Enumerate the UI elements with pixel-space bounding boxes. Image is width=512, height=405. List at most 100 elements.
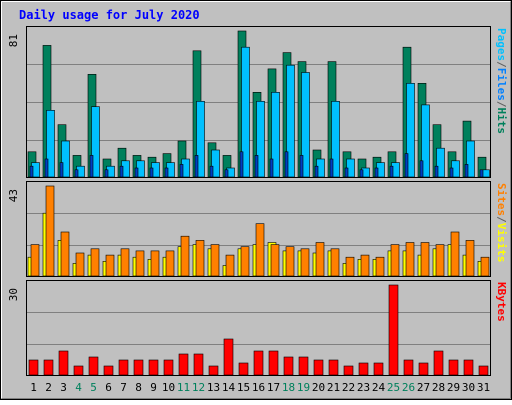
bar-kbytes-day-10 <box>163 359 174 376</box>
bar-kbytes-day-29 <box>448 359 459 376</box>
bar-kbytes-day-26 <box>403 359 414 376</box>
legend-entry: Sites <box>495 183 508 216</box>
x-tick-label-day-19: 19 <box>297 381 310 394</box>
bar-pages-day-20 <box>314 165 319 178</box>
bar-sites-day-28 <box>435 244 445 277</box>
bar-kbytes-day-2 <box>43 359 54 376</box>
panel-top-legend: Pages/Files/Hits <box>495 28 508 134</box>
bar-sites-day-1 <box>30 244 40 277</box>
bar-sites-day-26 <box>405 242 415 277</box>
bar-sites-day-10 <box>165 250 175 277</box>
bar-pages-day-24 <box>374 167 379 178</box>
bar-kbytes-day-24 <box>373 362 384 376</box>
bar-kbytes-day-17 <box>268 350 279 376</box>
legend-entry: / <box>495 216 508 223</box>
bar-kbytes-day-1 <box>28 359 39 376</box>
x-tick-label-day-6: 6 <box>105 381 112 394</box>
bar-pages-day-6 <box>104 169 109 178</box>
bar-sites-day-3 <box>60 231 70 277</box>
x-tick-label-day-13: 13 <box>207 381 220 394</box>
bar-sites-day-23 <box>360 254 370 277</box>
bar-pages-day-2 <box>44 158 49 178</box>
bar-kbytes-day-28 <box>433 350 444 376</box>
bar-pages-day-19 <box>299 155 304 178</box>
bar-pages-day-29 <box>449 167 454 178</box>
chart-title: Daily usage for July 2020 <box>19 8 200 22</box>
bar-sites-day-15 <box>240 246 250 277</box>
bar-pages-day-10 <box>164 167 169 178</box>
bar-kbytes-day-27 <box>418 362 429 376</box>
x-tick-label-day-30: 30 <box>462 381 475 394</box>
bar-kbytes-day-25 <box>388 284 399 376</box>
x-tick-label-day-26: 26 <box>402 381 415 394</box>
bar-sites-day-25 <box>390 244 400 277</box>
x-tick-label-day-31: 31 <box>477 381 490 394</box>
panel-bottom-box <box>26 280 491 376</box>
bar-sites-day-6 <box>105 254 115 277</box>
bar-files-day-15 <box>241 46 250 178</box>
bar-pages-day-30 <box>464 164 469 178</box>
bar-kbytes-day-12 <box>193 353 204 376</box>
x-tick-label-day-17: 17 <box>267 381 280 394</box>
bar-pages-day-4 <box>74 169 79 178</box>
bar-pages-day-22 <box>344 167 349 178</box>
bar-files-day-5 <box>91 106 100 178</box>
bar-pages-day-12 <box>194 155 199 178</box>
bar-files-day-30 <box>466 140 475 178</box>
bar-pages-day-16 <box>254 155 259 178</box>
bar-kbytes-day-14 <box>223 338 234 376</box>
legend-entry: Files <box>495 68 508 101</box>
bar-files-day-2 <box>46 110 55 178</box>
bar-sites-day-13 <box>210 244 220 277</box>
x-tick-label-day-10: 10 <box>162 381 175 394</box>
bar-sites-day-14 <box>225 254 235 277</box>
bar-sites-day-9 <box>150 250 160 277</box>
panel-top-box <box>26 26 491 178</box>
x-tick-label-day-15: 15 <box>237 381 250 394</box>
bar-sites-day-7 <box>120 248 130 277</box>
x-tick-label-day-22: 22 <box>342 381 355 394</box>
bar-pages-day-27 <box>419 160 424 178</box>
bar-sites-day-21 <box>330 248 340 277</box>
bar-pages-day-11 <box>179 164 184 178</box>
legend-entry: Hits <box>495 108 508 135</box>
bar-kbytes-day-11 <box>178 353 189 376</box>
bar-sites-day-2 <box>45 185 55 277</box>
bar-pages-day-8 <box>134 167 139 178</box>
bar-files-day-3 <box>61 140 70 178</box>
bar-pages-day-17 <box>269 158 274 178</box>
bar-pages-day-3 <box>59 162 64 178</box>
bar-pages-day-31 <box>479 169 484 178</box>
bar-sites-day-19 <box>300 248 310 277</box>
x-tick-label-day-11: 11 <box>177 381 190 394</box>
x-tick-label-day-27: 27 <box>417 381 430 394</box>
bar-kbytes-day-19 <box>298 356 309 376</box>
bar-kbytes-day-6 <box>103 365 114 376</box>
bar-kbytes-day-21 <box>328 359 339 376</box>
bar-files-day-26 <box>406 83 415 178</box>
bar-sites-day-12 <box>195 240 205 277</box>
bar-kbytes-day-15 <box>238 362 249 376</box>
bar-files-day-16 <box>256 101 265 178</box>
bar-sites-day-29 <box>450 231 460 277</box>
bar-pages-day-14 <box>224 169 229 178</box>
x-tick-label-day-14: 14 <box>222 381 236 394</box>
bar-pages-day-5 <box>89 155 94 178</box>
x-tick-label-day-20: 20 <box>312 381 325 394</box>
bar-sites-day-31 <box>480 256 490 277</box>
x-tick-label-day-5: 5 <box>90 381 97 394</box>
bar-kbytes-day-30 <box>463 359 474 376</box>
bar-sites-day-27 <box>420 242 430 277</box>
bar-kbytes-day-18 <box>283 356 294 376</box>
bar-kbytes-day-7 <box>118 359 129 376</box>
bar-files-day-13 <box>211 149 220 178</box>
bar-pages-day-7 <box>119 165 124 178</box>
x-tick-label-day-8: 8 <box>135 381 142 394</box>
bar-files-day-12 <box>196 101 205 178</box>
bar-pages-day-26 <box>404 153 409 178</box>
bar-sites-day-8 <box>135 250 145 277</box>
x-tick-label-day-16: 16 <box>252 381 265 394</box>
